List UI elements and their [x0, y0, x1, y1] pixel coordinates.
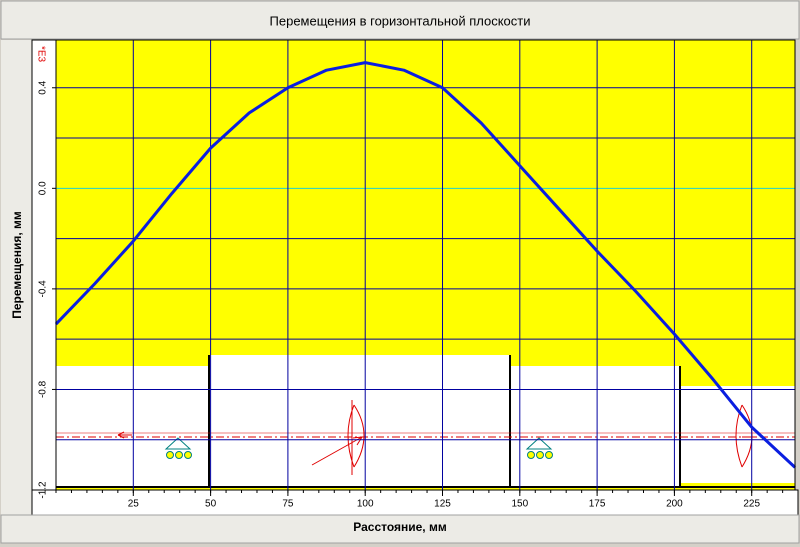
support-icon	[164, 437, 192, 450]
x-tick-label: 25	[128, 499, 140, 510]
shaft-step	[56, 366, 209, 487]
support-roller	[527, 451, 535, 459]
x-tick-label: 150	[511, 499, 528, 510]
x-tick-label: 75	[282, 499, 294, 510]
y-tick-label: -0.8	[38, 380, 49, 398]
y-tick-label: 0.0	[38, 181, 49, 195]
x-label-panel	[0, 514, 800, 544]
x-tick-label: 100	[357, 499, 374, 510]
chart-title: Перемещения в горизонтальной плоскости	[270, 13, 531, 28]
support-roller	[166, 451, 174, 459]
support-icon	[525, 437, 553, 450]
shaft-step	[510, 366, 680, 487]
x-tick-label: 225	[743, 499, 760, 510]
x-tick-label: 125	[434, 499, 451, 510]
shaft-drawing	[56, 355, 795, 488]
support-roller	[545, 451, 553, 459]
y-axis-strip	[31, 39, 57, 491]
y-tick-label: -1.2	[38, 481, 49, 499]
plot-border	[55, 39, 796, 491]
x-tick-label: 50	[205, 499, 217, 510]
x-axis-strip	[31, 489, 799, 516]
support-roller	[184, 451, 192, 459]
y-axis-label: Перемещения, мм	[10, 211, 24, 319]
x-tick-label: 175	[589, 499, 606, 510]
curve-layer	[54, 61, 797, 469]
y-multiplier: *E3	[35, 46, 46, 63]
grid	[56, 40, 795, 491]
data-line	[54, 61, 797, 469]
support-roller	[536, 451, 544, 459]
y-label-panel	[1, 40, 32, 515]
moment-arrow	[347, 404, 365, 468]
x-tick-label: 200	[666, 499, 683, 510]
support-roller	[175, 451, 183, 459]
shaft-step	[680, 386, 795, 483]
shaft-step	[209, 355, 510, 487]
y-tick-label: -0.4	[38, 280, 49, 298]
x-axis-label: Расстояние, мм	[353, 520, 447, 534]
y-tick-label: 0.4	[38, 80, 49, 94]
title-bar	[0, 0, 800, 40]
force-arrow	[117, 431, 132, 439]
